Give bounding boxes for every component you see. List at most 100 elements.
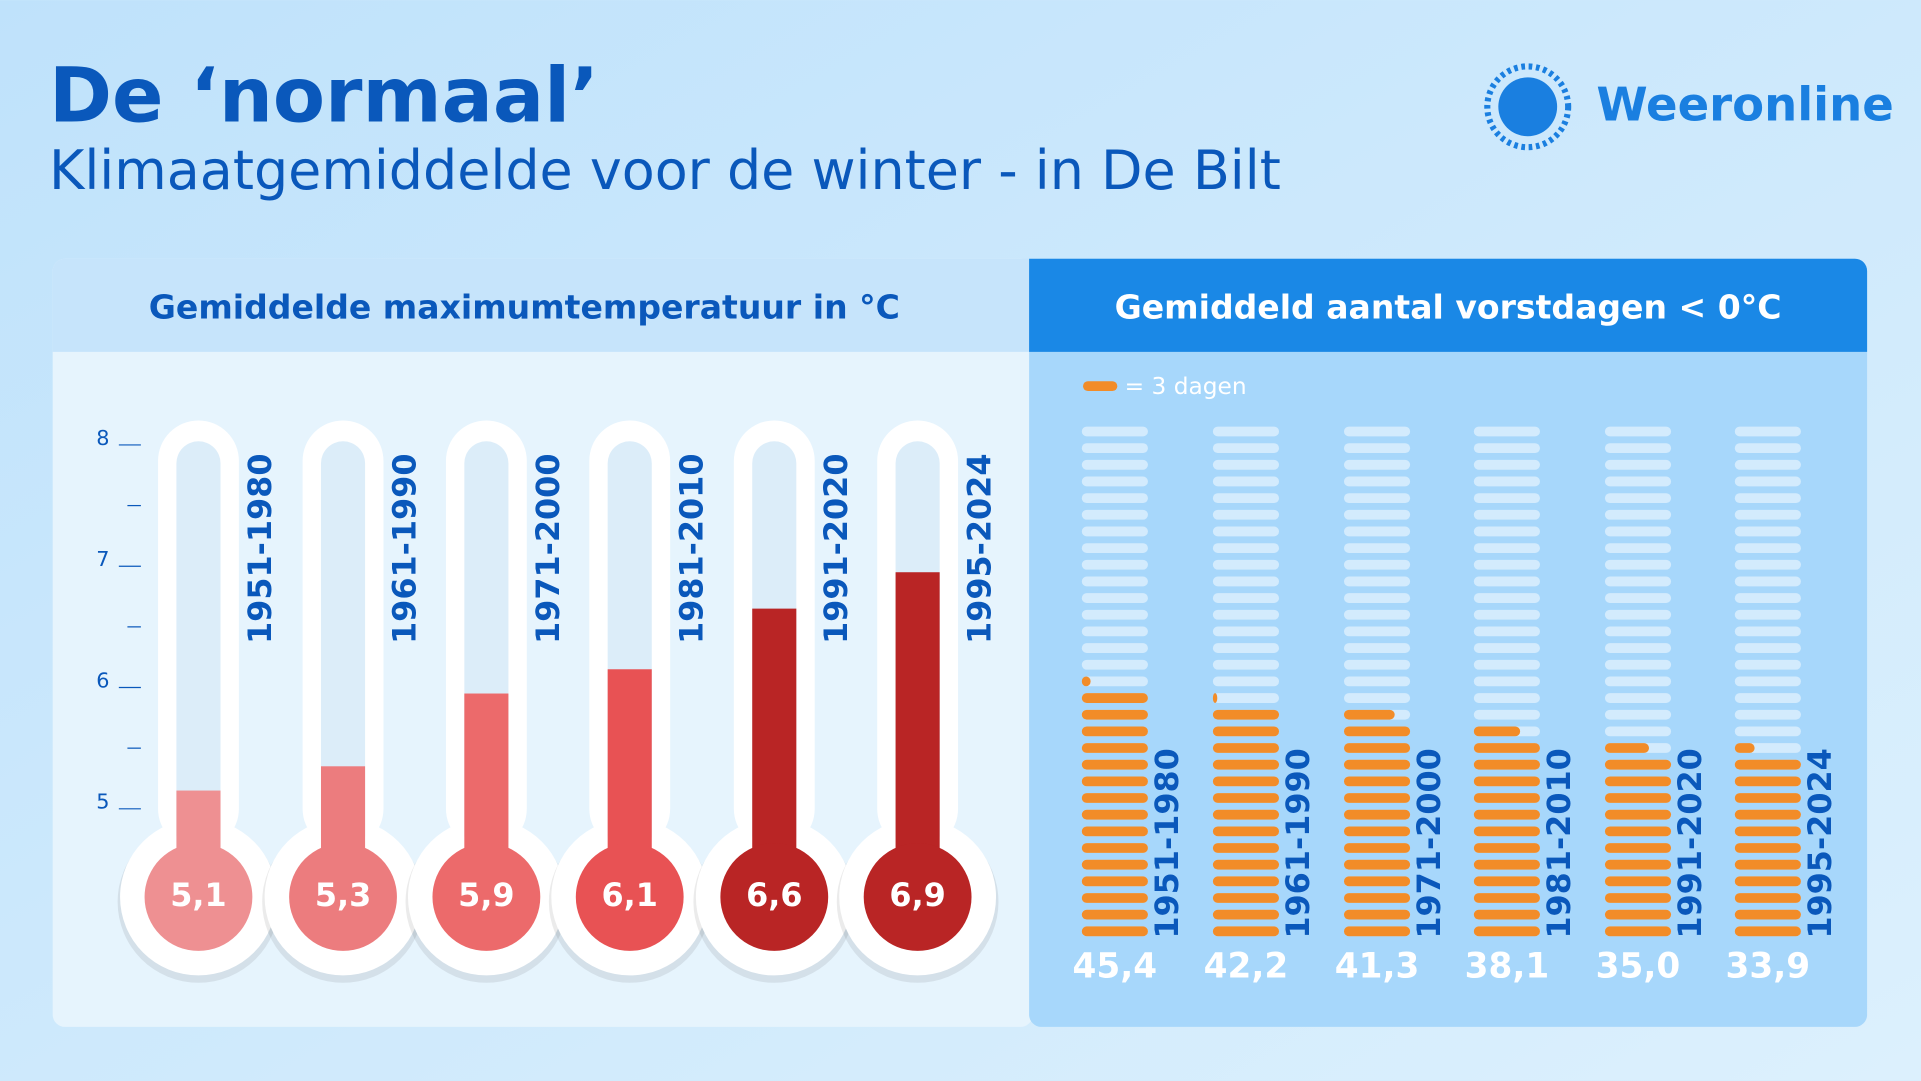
stripe (1604, 909, 1672, 920)
stripe-slot (1473, 709, 1540, 720)
bulb (432, 843, 541, 951)
stripe (1734, 893, 1801, 903)
stripe (1212, 759, 1280, 770)
stripe-slot (1734, 626, 1801, 637)
stripe (1734, 843, 1801, 853)
stripe-column (1604, 743, 1672, 937)
stripe-slot (1212, 509, 1280, 520)
stripe-slot (1081, 443, 1148, 454)
stripe-slot (1212, 493, 1280, 504)
stripe-column (1081, 676, 1148, 937)
stripe-slot (1343, 609, 1411, 620)
stripe-slot (1473, 643, 1540, 653)
stripe (1212, 809, 1280, 820)
category-label: 1951-1980 (241, 454, 279, 644)
stripe-slot (1473, 543, 1540, 553)
stripe (1734, 809, 1801, 820)
stripe-slot (1604, 426, 1672, 437)
stripe (1343, 726, 1411, 737)
stripe-slot (1081, 576, 1148, 587)
stripe-slot (1081, 626, 1148, 637)
stripe (1081, 859, 1148, 870)
stripe-column (1473, 726, 1540, 937)
stripe (1212, 926, 1280, 937)
category-label: 1971-2000 (529, 454, 567, 644)
stripe (1473, 726, 1521, 737)
stripe (1081, 826, 1148, 837)
stripe-slot (1343, 593, 1411, 603)
stripe (1343, 809, 1411, 820)
stripe (1343, 776, 1411, 787)
value-label: 35,0 (1596, 947, 1681, 987)
stripe (1081, 926, 1148, 937)
stripe-slot (1212, 643, 1280, 653)
stripe (1604, 843, 1672, 853)
stripe-slot (1081, 526, 1148, 537)
stripe-column (1343, 709, 1411, 937)
stripe-slot (1212, 426, 1280, 437)
stripe (1343, 909, 1411, 920)
stripe-slot (1212, 459, 1280, 470)
stripe-slot (1212, 559, 1280, 570)
brand: Weeronline (1596, 78, 1894, 132)
value-label: 41,3 (1335, 947, 1420, 987)
stripe (1734, 793, 1801, 803)
stripe-slot (1473, 476, 1540, 487)
stripe (1081, 776, 1148, 787)
stripe (1604, 859, 1672, 870)
stripe-slot (1734, 643, 1801, 653)
category-label: 1951-1980 (1148, 748, 1186, 938)
stripe-slot (1081, 676, 1148, 687)
stripe-slot (1473, 626, 1540, 637)
right-header (1029, 258, 1868, 352)
stripe-column (1734, 743, 1801, 937)
stripe-slot (1212, 659, 1280, 670)
stripe (1081, 726, 1148, 737)
stripe-slot (1343, 576, 1411, 587)
stripe (1604, 809, 1672, 820)
stripe-slot (1734, 509, 1801, 520)
stripe-slot (1343, 693, 1411, 703)
stripe-slot (1473, 593, 1540, 603)
stripe (1734, 859, 1801, 870)
stripe (1081, 876, 1148, 887)
stripe (1734, 759, 1801, 770)
stripe (1473, 776, 1540, 787)
stripe-slot (1604, 443, 1672, 454)
subtitle: Klimaatgemiddelde voor de winter - in De… (49, 139, 1281, 202)
y-tick-label: 8 (96, 426, 109, 450)
stripe-slot (1734, 459, 1801, 470)
stripe-slot (1604, 593, 1672, 603)
value-label: 33,9 (1726, 947, 1811, 987)
stripe-slot (1734, 543, 1801, 553)
category-label: 1995-2024 (1801, 748, 1839, 938)
stripe (1473, 826, 1540, 837)
mercury (895, 572, 940, 898)
y-tick-label: 7 (96, 547, 109, 571)
stripe-slot (1081, 459, 1148, 470)
value-label: 45,4 (1073, 947, 1158, 987)
stripe-slot (1343, 509, 1411, 520)
stripe-slot (1081, 509, 1148, 520)
stripe (1734, 909, 1801, 920)
stripe (1343, 859, 1411, 870)
stripe-slot (1081, 593, 1148, 603)
stripe-slot (1604, 709, 1672, 720)
stripe-slot (1081, 643, 1148, 653)
stripe (1081, 693, 1148, 703)
stripe-slot (1604, 676, 1672, 687)
stripe (1212, 826, 1280, 837)
stripe-slot (1734, 593, 1801, 603)
stripe-slot (1473, 493, 1540, 504)
stripe (1081, 909, 1148, 920)
stripe-slot (1604, 576, 1672, 587)
stripe-slot (1212, 476, 1280, 487)
stripe (1212, 859, 1280, 870)
stripe (1343, 843, 1411, 853)
chart-title: Gemiddelde maximumtemperatuur in °C (149, 287, 900, 326)
stripe-slot (1473, 459, 1540, 470)
stripe-slot (1734, 559, 1801, 570)
category-label: 1991-2020 (817, 454, 855, 644)
